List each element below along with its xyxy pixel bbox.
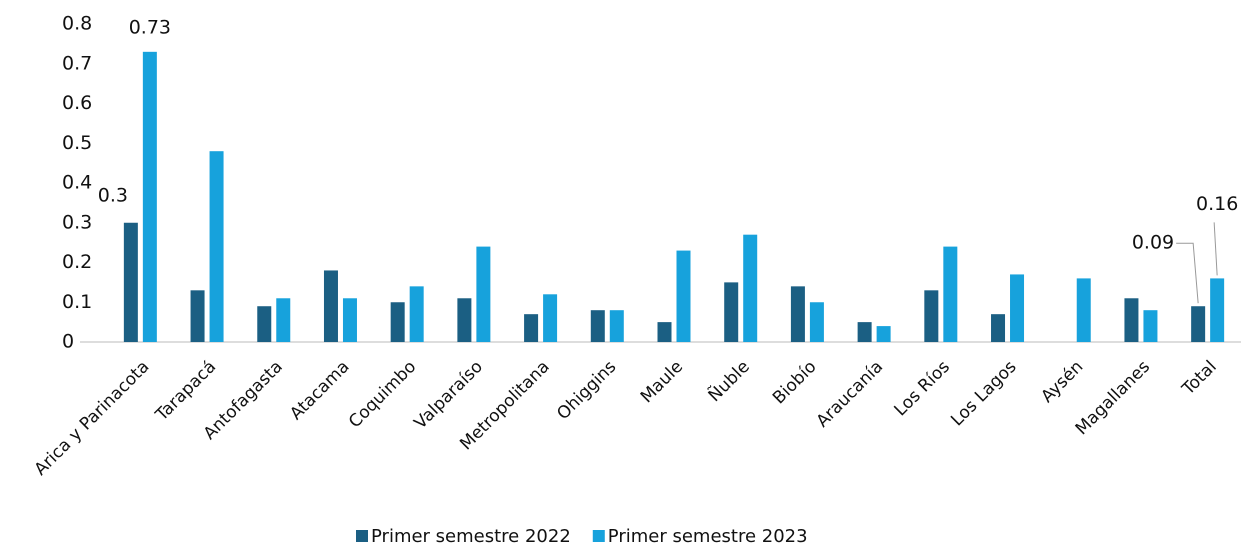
legend-swatch — [592, 530, 605, 542]
y-tick-label: 0.4 — [62, 172, 92, 194]
x-tick-label: Araucanía — [813, 357, 888, 432]
bar — [123, 222, 138, 342]
bar — [1191, 306, 1206, 342]
bar — [476, 246, 491, 342]
bar — [991, 314, 1006, 342]
x-tick-label: Los Ríos — [891, 357, 954, 420]
bar — [323, 270, 338, 342]
x-tick-label: Atacama — [286, 357, 353, 424]
y-tick-label: 0.7 — [62, 52, 92, 74]
y-tick-label: 0.3 — [62, 211, 92, 233]
y-tick-label: 0.1 — [62, 291, 92, 313]
y-tick-label: 0.8 — [62, 13, 92, 35]
data-label: 0.3 — [98, 184, 128, 206]
legend-label: Primer semestre 2023 — [608, 526, 808, 547]
x-tick-label: Coquimbo — [345, 357, 420, 432]
data-label: 0.16 — [1196, 193, 1238, 215]
y-tick-label: 0.5 — [62, 132, 92, 154]
bar — [657, 322, 672, 342]
y-tick-label: 0.6 — [62, 92, 92, 114]
bar — [190, 290, 205, 342]
x-tick-label: Aysén — [1037, 357, 1087, 407]
bar — [524, 314, 539, 342]
bar — [457, 298, 472, 342]
x-tick-label: Arica y Parinacota — [31, 357, 154, 480]
bar — [342, 298, 357, 342]
data-label: 0.73 — [129, 16, 171, 38]
leader-line — [1213, 222, 1218, 276]
x-tick-label: Los Lagos — [947, 357, 1020, 430]
bar — [743, 234, 758, 342]
bar — [1143, 310, 1158, 342]
bar — [724, 282, 739, 342]
bar — [676, 250, 691, 342]
bar — [209, 151, 224, 342]
x-tick-label: Biobío — [769, 357, 820, 408]
x-tick-label: Total — [1178, 357, 1221, 400]
bar — [1010, 274, 1025, 342]
bar — [609, 310, 624, 342]
bar — [1076, 278, 1091, 342]
bar — [409, 286, 424, 342]
x-tick-label: Ohiggins — [553, 357, 620, 424]
data-label: 0.09 — [1132, 232, 1174, 254]
y-tick-label: 0 — [62, 331, 74, 353]
bar — [390, 302, 405, 342]
legend-swatch — [356, 530, 368, 542]
bar — [1210, 278, 1225, 342]
bar — [142, 51, 157, 342]
x-tick-label: Tarapacá — [151, 357, 220, 426]
leader-line — [1176, 242, 1199, 304]
bar — [876, 326, 891, 342]
bar — [857, 322, 872, 342]
bar — [590, 310, 605, 342]
x-tick-label: Ñuble — [703, 356, 754, 407]
bar — [1124, 298, 1139, 342]
legend-label: Primer semestre 2022 — [371, 526, 571, 547]
bar — [257, 306, 272, 342]
bar — [276, 298, 291, 342]
bar — [809, 302, 824, 342]
bar — [924, 290, 939, 342]
bar — [543, 294, 558, 342]
bar — [790, 286, 805, 342]
bar — [943, 246, 958, 342]
x-tick-label: Maule — [637, 357, 687, 407]
y-tick-label: 0.2 — [62, 251, 92, 273]
